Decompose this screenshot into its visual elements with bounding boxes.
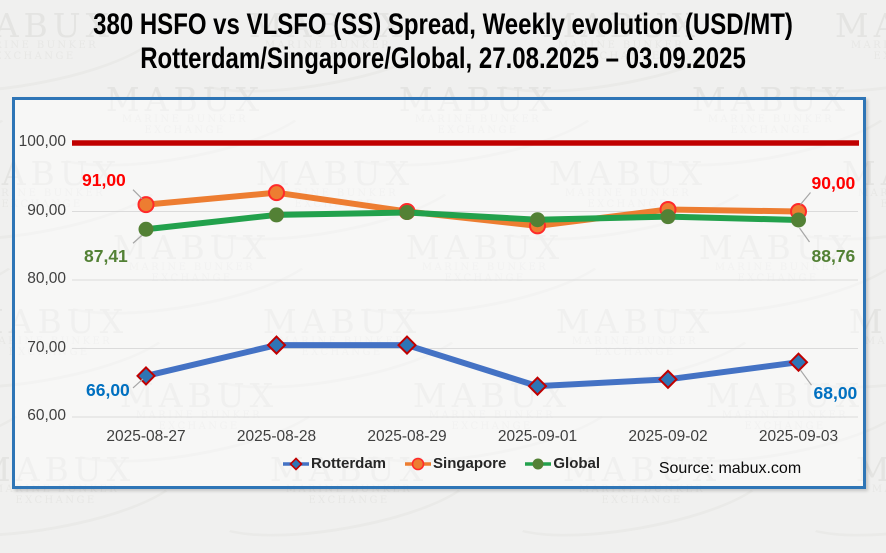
watermark-tagline: MARINE BUNKER EXCHANGE <box>0 410 11 432</box>
rotterdam-legend-marker-icon <box>283 456 309 471</box>
legend-item-global: Global <box>524 455 600 472</box>
plot-area <box>12 97 866 489</box>
legend-label-rotterdam: Rotterdam <box>311 455 387 472</box>
legend-label-global: Global <box>553 455 601 472</box>
legend-item-singapore: Singapore <box>404 455 506 472</box>
chart-title-line2: Rotterdam/Singapore/Global, 27.08.2025 –… <box>140 42 746 75</box>
watermark-brand: MABUX <box>0 380 11 412</box>
singapore-legend-marker-icon <box>405 457 432 470</box>
chart-title-line1: 380 HSFO vs VLSFO (SS) Spread, Weekly ev… <box>93 8 793 41</box>
watermark-brand: MABUX <box>0 232 4 264</box>
legend: Rotterdam Singapore Global <box>282 455 600 472</box>
legend-item-rotterdam: Rotterdam <box>282 455 386 472</box>
global-legend-marker-icon <box>525 458 552 469</box>
watermark-tagline: MARINE BUNKER EXCHANGE <box>0 262 4 284</box>
source-credit: Source: mabux.com <box>658 460 802 477</box>
chart-title: 380 HSFO vs VLSFO (SS) Spread, Weekly ev… <box>0 8 886 76</box>
legend-label-singapore: Singapore <box>433 455 507 472</box>
